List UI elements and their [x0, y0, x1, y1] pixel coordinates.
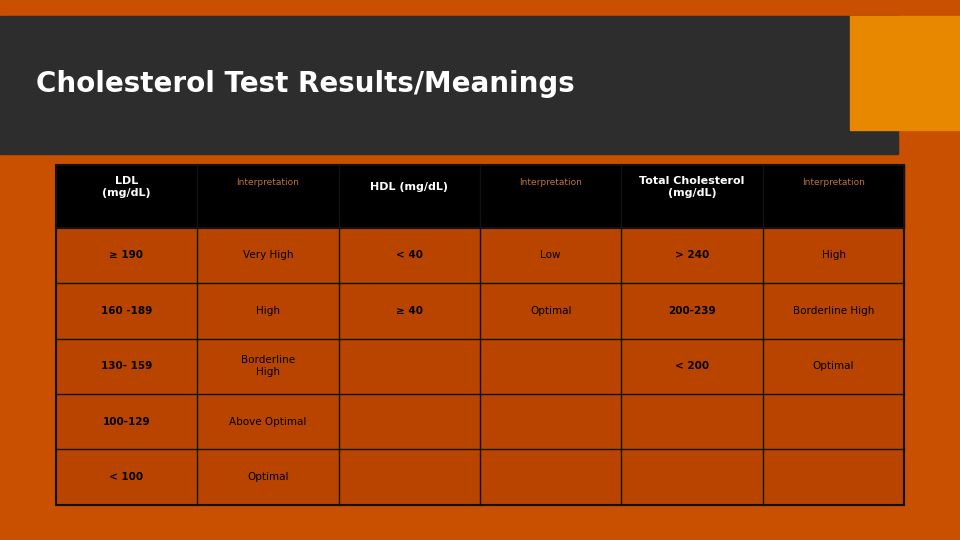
Text: < 200: < 200: [675, 361, 709, 372]
Text: 100-129: 100-129: [103, 417, 150, 427]
Bar: [56, 394, 904, 449]
Text: Optimal: Optimal: [813, 361, 854, 372]
Text: LDL
(mg/dL): LDL (mg/dL): [102, 176, 151, 198]
Text: Interpretation: Interpretation: [803, 178, 865, 187]
Bar: [56, 165, 904, 505]
Bar: [850, 16, 960, 130]
Text: 130- 159: 130- 159: [101, 361, 152, 372]
Bar: [56, 165, 904, 228]
Text: Optimal: Optimal: [247, 472, 289, 482]
Text: Optimal: Optimal: [530, 306, 571, 316]
Text: High: High: [822, 251, 846, 260]
Text: 160 -189: 160 -189: [101, 306, 152, 316]
Bar: [56, 228, 904, 283]
Bar: [56, 283, 904, 339]
Text: ≥ 40: ≥ 40: [396, 306, 422, 316]
Text: Total Cholesterol
(mg/dL): Total Cholesterol (mg/dL): [639, 176, 745, 198]
Text: < 40: < 40: [396, 251, 422, 260]
Text: ≥ 190: ≥ 190: [109, 251, 143, 260]
Text: Cholesterol Test Results/Meanings: Cholesterol Test Results/Meanings: [36, 70, 575, 98]
Text: Borderline
High: Borderline High: [241, 355, 295, 377]
Text: Low: Low: [540, 251, 561, 260]
Text: 200-239: 200-239: [668, 306, 716, 316]
Bar: [56, 449, 904, 505]
Text: High: High: [255, 306, 280, 316]
Text: > 240: > 240: [675, 251, 709, 260]
Text: Above Optimal: Above Optimal: [229, 417, 306, 427]
Text: Interpretation: Interpretation: [236, 178, 300, 187]
Text: < 100: < 100: [109, 472, 143, 482]
Bar: [0, 16, 898, 154]
Text: Very High: Very High: [243, 251, 293, 260]
Text: Interpretation: Interpretation: [519, 178, 582, 187]
Text: HDL (mg/dL): HDL (mg/dL): [371, 182, 448, 192]
Text: Borderline High: Borderline High: [793, 306, 875, 316]
Bar: [56, 339, 904, 394]
